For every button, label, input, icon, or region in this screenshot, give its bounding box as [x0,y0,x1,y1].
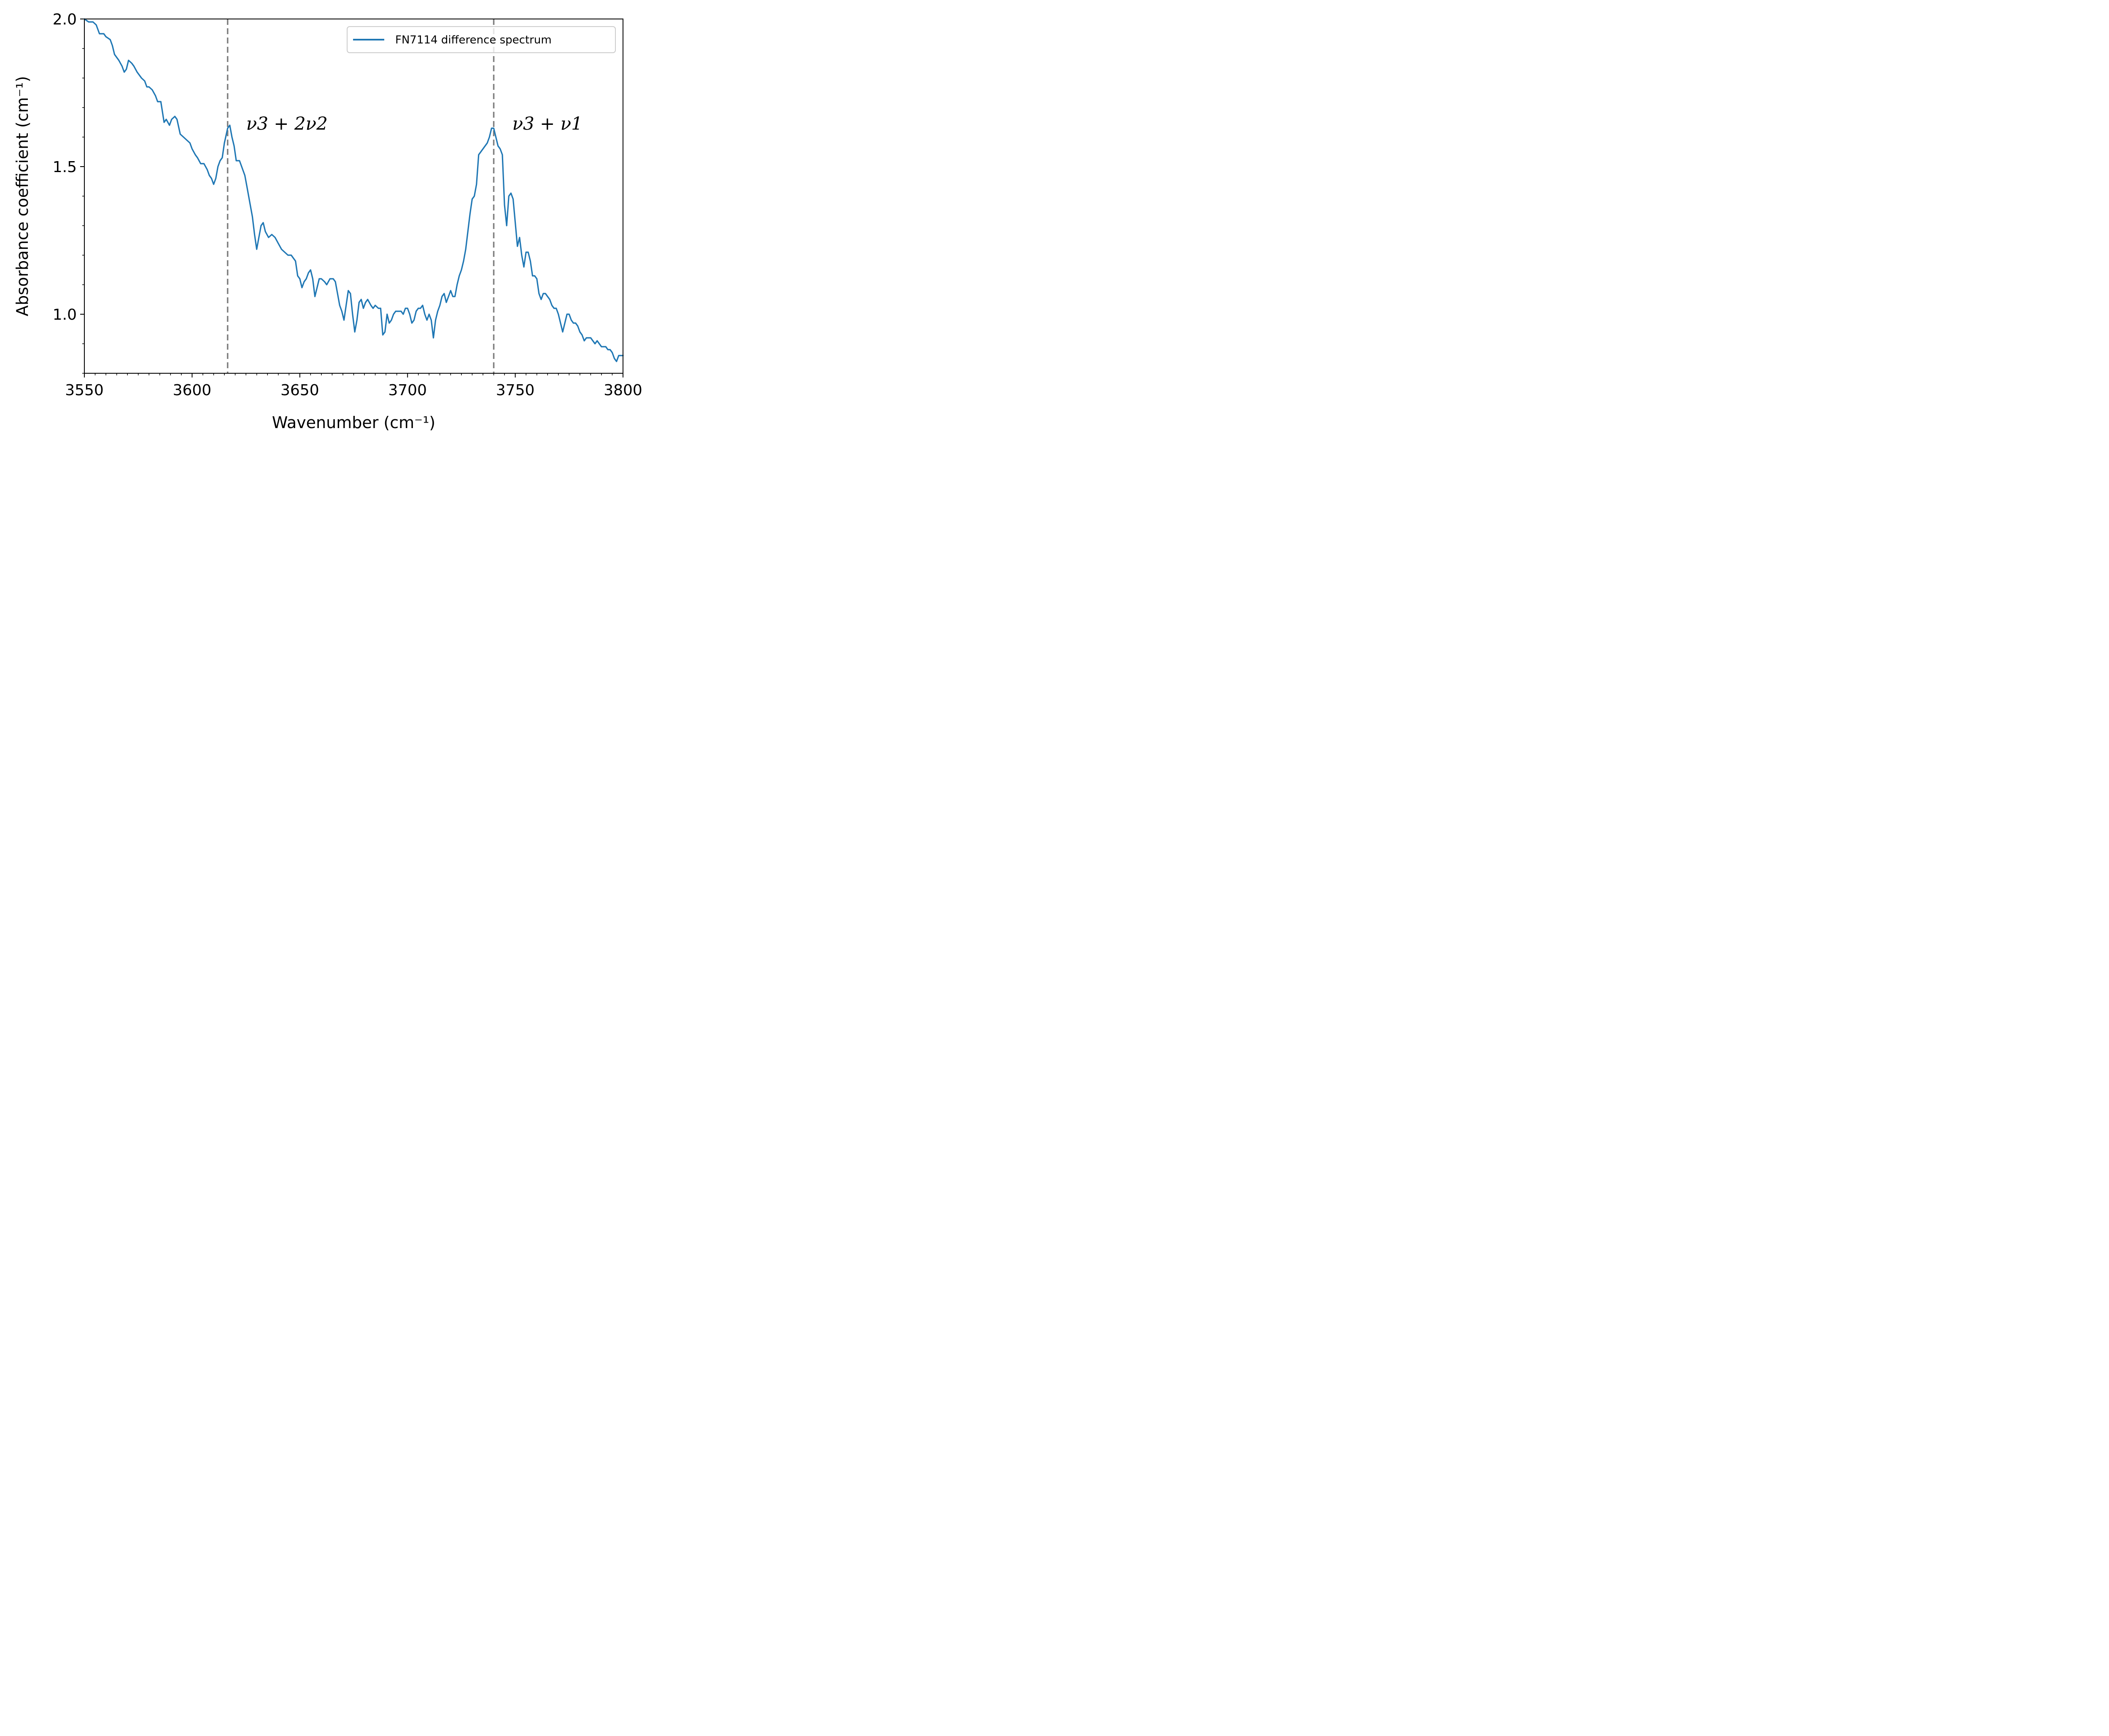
legend-label: FN7114 difference spectrum [395,34,552,46]
peak-label: ν3 + ν1 [512,113,583,134]
peak-annotations: ν3 + 2ν2 ν3 + ν1 [246,113,583,134]
series-layer [84,18,624,362]
y-axis-title: Absorbance coefficient (cm⁻¹) [13,76,32,316]
peak-label: ν3 + 2ν2 [246,113,328,134]
x-tick-label: 3800 [604,382,642,399]
x-tick-label: 3550 [65,382,104,399]
x-tick-labels: 3550 3600 3650 3700 3750 3800 [65,382,642,399]
x-tick-label: 3600 [173,382,212,399]
plot-frame [84,19,623,374]
y-tick-label: 2.0 [53,11,77,28]
series-line [84,18,624,362]
legend-box [347,26,616,53]
y-tick-labels: 1.0 1.5 2.0 [53,11,77,323]
legend: FN7114 difference spectrum [347,26,616,53]
x-axis-title: Wavenumber (cm⁻¹) [272,413,436,432]
x-tick-label: 3750 [496,382,535,399]
y-tick-label: 1.0 [53,306,77,323]
x-tick-label: 3700 [388,382,427,399]
absorbance-spectrum-chart: 3550 3600 3650 3700 3750 3800 1.0 1.5 2.0 ν3 + … [13,11,642,432]
reference-lines [227,19,495,373]
major-ticks [80,19,623,377]
chart-container: 3550 3600 3650 3700 3750 3800 1.0 1.5 2.0 ν3 + … [0,0,658,443]
x-tick-label: 3650 [280,382,319,399]
minor-ticks [82,19,623,375]
y-tick-label: 1.5 [53,159,77,176]
